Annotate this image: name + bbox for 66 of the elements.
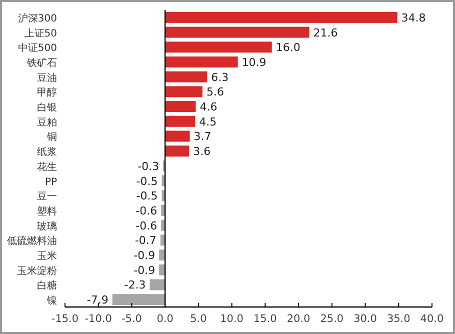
y-tick-label: 塑料 — [37, 205, 57, 218]
bar — [165, 56, 238, 68]
x-tick-label: -15.0 — [51, 313, 79, 325]
y-tick-label: 玻璃 — [37, 220, 57, 232]
bar — [165, 12, 398, 23]
bar — [165, 130, 190, 142]
x-tick-label: 0.0 — [156, 313, 174, 325]
x-tick-label: 15.0 — [253, 313, 277, 325]
y-tick-label: 白银 — [37, 102, 57, 114]
y-tick-label: 低硫燃料油 — [7, 235, 57, 248]
bar — [159, 250, 166, 261]
x-tick-label: -5.0 — [121, 313, 142, 325]
data-label: 10.9 — [242, 56, 266, 69]
y-tick-label: 纸浆 — [37, 146, 57, 158]
y-tick-label: 花生 — [37, 160, 57, 173]
y-tick-label: 铜 — [46, 132, 57, 144]
y-tick-label: 甲醇 — [37, 86, 57, 99]
y-tick-label: 中证500 — [18, 42, 57, 54]
data-label: -0.6 — [136, 219, 158, 232]
data-label: 6.3 — [211, 70, 229, 84]
data-label: -7.9 — [86, 294, 108, 307]
data-label: 4.6 — [200, 100, 218, 114]
bar — [165, 26, 310, 38]
bar — [165, 146, 190, 157]
x-tick-label: 25.0 — [320, 313, 344, 325]
x-tick-label: 30.0 — [354, 313, 377, 325]
y-tick-label: 上证50 — [24, 27, 57, 40]
bar — [165, 116, 196, 127]
data-label: 4.5 — [199, 115, 217, 128]
data-label: -0.5 — [136, 174, 158, 188]
data-label: -0.5 — [136, 190, 158, 203]
y-tick-label: 镍 — [46, 294, 57, 307]
data-label: -0.3 — [138, 160, 160, 173]
bar — [165, 86, 202, 98]
bar — [159, 264, 166, 276]
y-tick-label: 豆油 — [37, 72, 57, 84]
y-tick-label: 沪深300 — [18, 12, 57, 24]
bar — [165, 42, 272, 53]
bar — [165, 101, 196, 112]
y-tick-label: 玉米淀粉 — [17, 264, 57, 277]
data-label: 3.7 — [194, 130, 212, 144]
x-tick-label: 40.0 — [420, 313, 444, 325]
bar — [112, 294, 166, 306]
y-tick-label: PP — [44, 176, 57, 188]
x-tick-label: 10.0 — [220, 313, 244, 325]
x-tick-label: -10.0 — [84, 313, 112, 325]
data-label: -0.9 — [134, 264, 156, 277]
data-label: -0.9 — [134, 249, 156, 262]
y-tick-label: 铁矿石 — [26, 56, 57, 69]
data-label: 16.0 — [276, 41, 300, 54]
y-tick-label: 玉米 — [37, 250, 57, 262]
data-label: 21.6 — [313, 26, 338, 40]
data-label: -0.6 — [136, 204, 158, 218]
data-label: 5.6 — [206, 86, 224, 99]
x-tick-label: 35.0 — [386, 313, 410, 325]
data-label: -0.7 — [134, 234, 156, 248]
y-tick-label: 豆粕 — [37, 117, 57, 128]
y-tick-label: 白糖 — [37, 280, 57, 292]
y-tick-label: 豆一 — [37, 192, 57, 203]
data-label: 3.6 — [193, 145, 211, 158]
data-label: 34.8 — [401, 11, 426, 24]
bar — [165, 71, 208, 82]
x-tick-label: 20.0 — [286, 313, 310, 325]
x-tick-label: 5.0 — [190, 313, 207, 325]
bar — [150, 279, 166, 290]
data-label: -2.3 — [124, 278, 146, 292]
